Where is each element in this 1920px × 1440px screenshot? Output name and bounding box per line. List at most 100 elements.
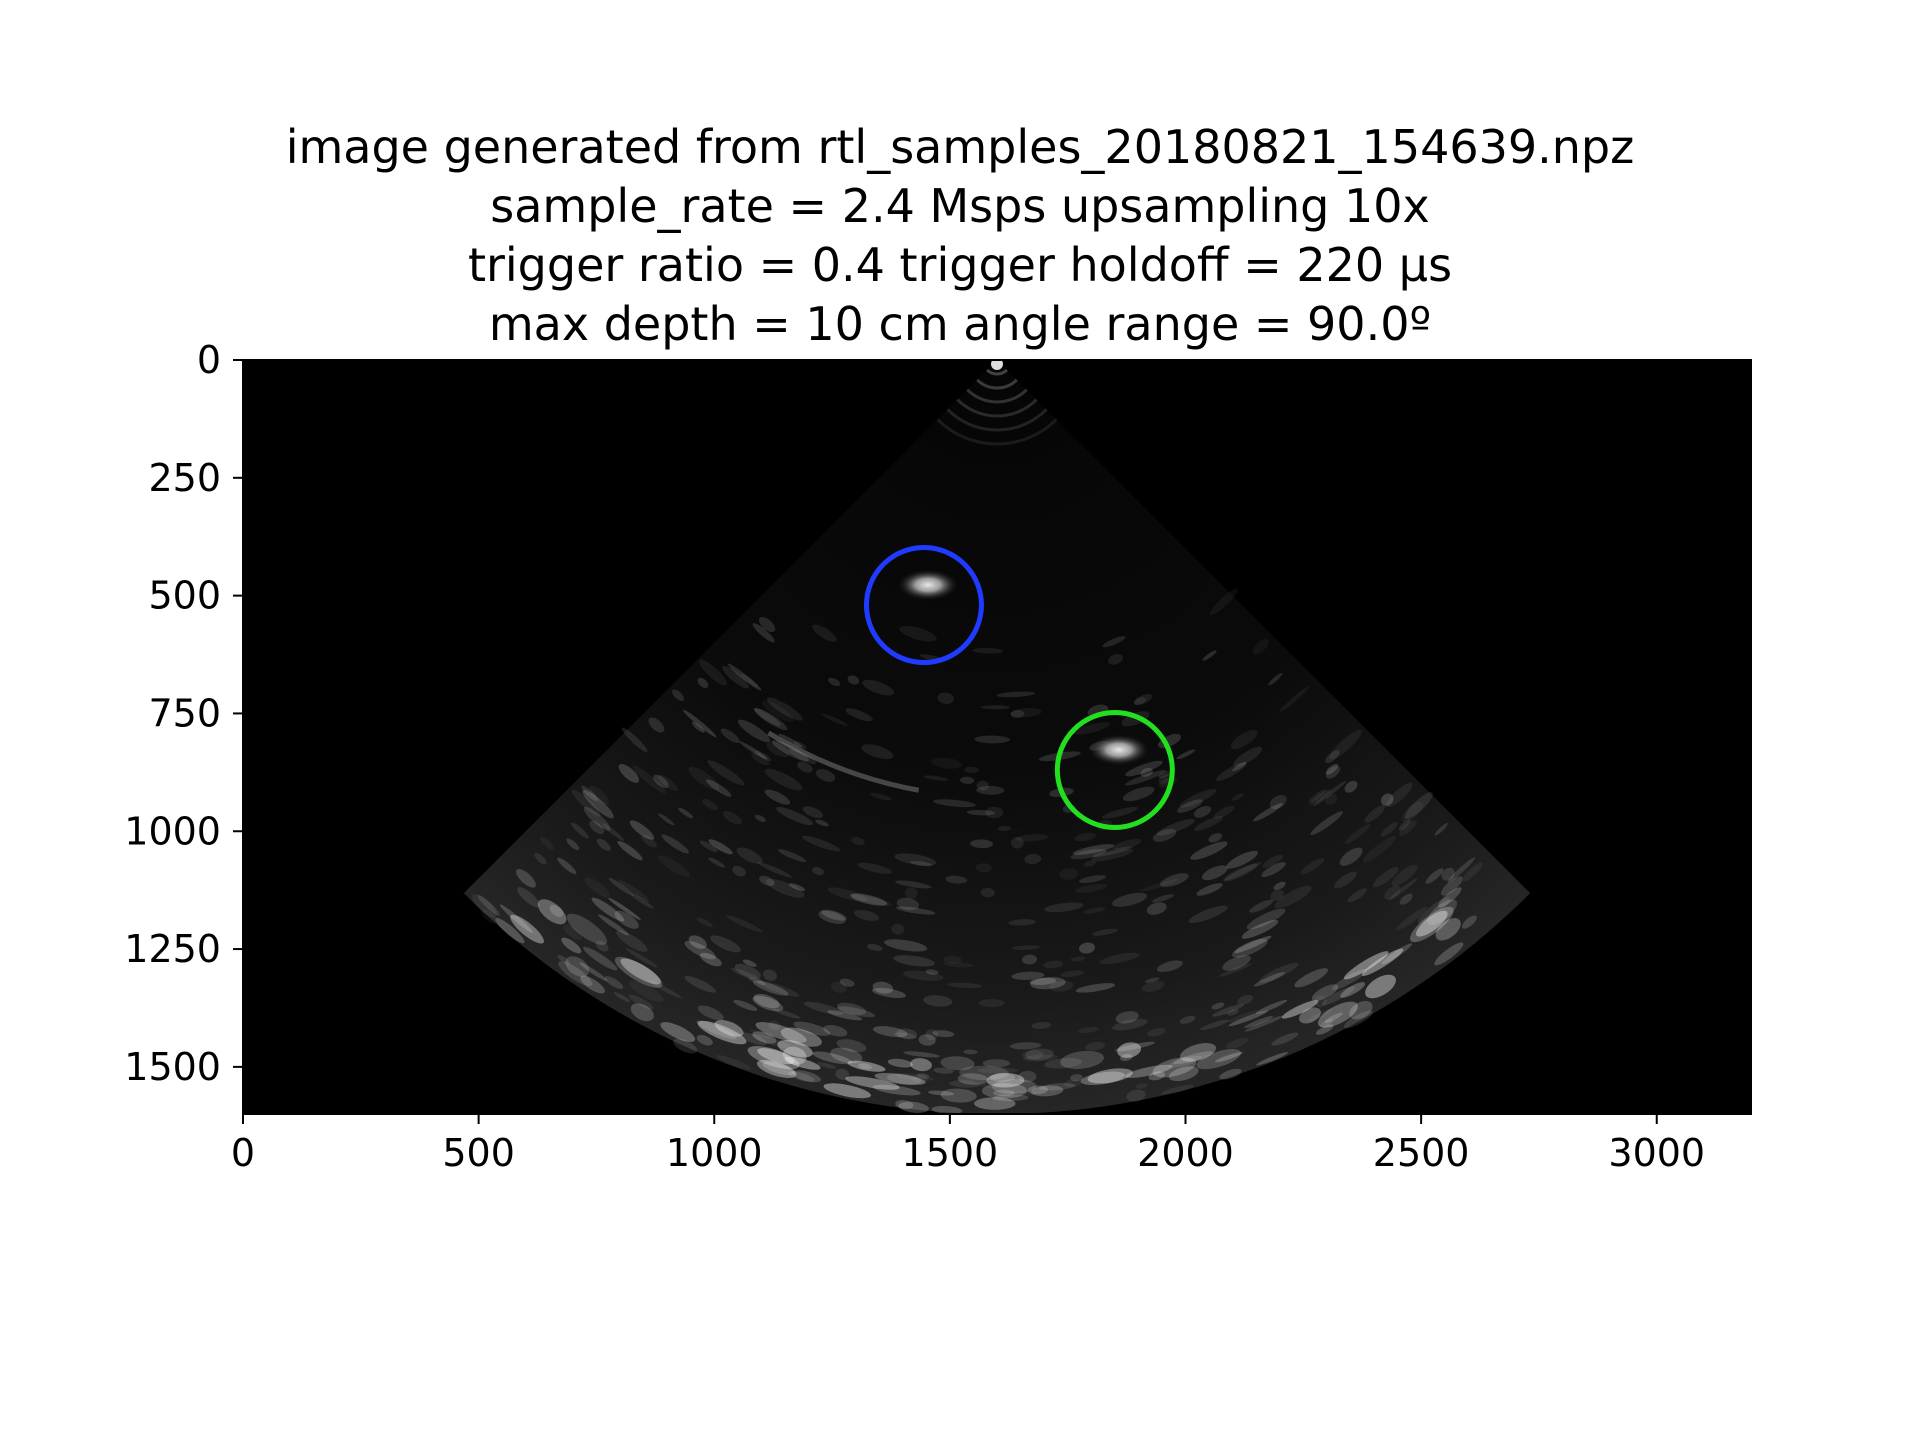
- speckle: [1227, 1009, 1239, 1016]
- speckle: [960, 776, 975, 784]
- speckle: [697, 677, 709, 689]
- title-line-4: max depth = 10 cm angle range = 90.0º: [488, 297, 1432, 351]
- speckle: [1043, 960, 1064, 969]
- speckle: [1252, 638, 1269, 655]
- speckle: [1253, 803, 1283, 822]
- speckle: [1447, 857, 1476, 883]
- speckle: [1139, 879, 1179, 892]
- speckle: [820, 909, 847, 921]
- speckle: [1244, 1015, 1274, 1028]
- speckle: [872, 981, 894, 994]
- speckle: [1077, 1027, 1099, 1034]
- speckle: [753, 707, 781, 727]
- speckle: [754, 750, 772, 762]
- speckle: [1208, 833, 1223, 843]
- speckle: [750, 1029, 773, 1039]
- speckle: [1343, 1010, 1373, 1029]
- echo-band: [756, 1059, 797, 1078]
- speckle: [736, 847, 763, 864]
- speckle: [1255, 999, 1288, 1014]
- speckle: [602, 823, 625, 841]
- speckle: [629, 820, 655, 840]
- blue-circle: [863, 545, 984, 666]
- speckle: [980, 705, 1011, 710]
- speckle: [739, 1032, 768, 1046]
- echo-band: [757, 1048, 795, 1065]
- speckle: [1332, 968, 1368, 990]
- speckle: [1231, 793, 1244, 801]
- speckle: [1179, 1015, 1196, 1024]
- speckle: [893, 955, 935, 967]
- speckle: [1271, 1032, 1299, 1046]
- speckle: [1075, 883, 1107, 893]
- speckle: [910, 860, 933, 867]
- speckle: [688, 766, 720, 791]
- echo-band: [1060, 1050, 1105, 1069]
- speckle: [471, 893, 497, 918]
- speckle: [1270, 889, 1284, 901]
- speckle: [1339, 847, 1363, 866]
- speckle: [957, 1073, 988, 1085]
- echo-band: [660, 1022, 696, 1042]
- speckle: [1244, 1015, 1284, 1032]
- speckle: [1064, 1079, 1082, 1088]
- speckle: [1386, 782, 1413, 808]
- speckle: [818, 910, 846, 924]
- speckle: [1364, 805, 1386, 823]
- title-line-1: image generated from rtl_samples_2018082…: [285, 120, 1635, 174]
- speckle: [539, 836, 554, 850]
- speckle: [566, 838, 580, 851]
- speckle: [762, 1061, 795, 1076]
- x-tick-label: 3000: [1608, 1131, 1705, 1175]
- speckle: [1224, 862, 1262, 881]
- speckle: [754, 814, 766, 823]
- echo-band: [1168, 1066, 1199, 1082]
- markers: [863, 545, 1175, 830]
- speckle: [1324, 1012, 1343, 1023]
- echo-band: [1361, 948, 1404, 976]
- speckle: [1308, 1008, 1333, 1022]
- speckle: [1273, 881, 1286, 891]
- speckle: [1072, 844, 1115, 855]
- speckle: [831, 981, 847, 993]
- echo-band: [887, 1058, 913, 1068]
- speckle: [1151, 894, 1175, 903]
- speckle: [1274, 885, 1312, 909]
- speckle: [949, 1080, 981, 1088]
- speckle: [1228, 1010, 1259, 1023]
- speckle: [758, 980, 800, 997]
- speckle: [1230, 729, 1258, 750]
- speckle: [614, 910, 639, 929]
- speckle: [1125, 760, 1163, 777]
- speckle: [1380, 822, 1398, 837]
- speckle: [661, 834, 689, 854]
- x-tick-label: 2000: [1137, 1131, 1234, 1175]
- speckle: [1078, 875, 1107, 883]
- speckle: [1022, 1054, 1059, 1062]
- speckle: [591, 897, 625, 922]
- speckle: [923, 775, 949, 781]
- speckle: [1308, 789, 1326, 803]
- speckle: [1140, 767, 1153, 777]
- echo-band: [1299, 1007, 1321, 1024]
- speckle: [945, 875, 968, 884]
- speckle: [1344, 780, 1358, 793]
- speckle: [720, 728, 740, 744]
- speckle: [976, 780, 989, 791]
- echo-band: [752, 1031, 777, 1044]
- speckle: [1325, 750, 1340, 764]
- speckle: [1223, 863, 1258, 882]
- speckle: [688, 935, 707, 949]
- speckle: [1016, 834, 1049, 842]
- speckle: [778, 849, 807, 862]
- speckle: [1152, 828, 1177, 842]
- speckle: [557, 954, 570, 965]
- speckle: [1070, 848, 1107, 860]
- apex-ring: [976, 378, 1018, 390]
- speckle: [621, 727, 648, 753]
- speckle: [1259, 962, 1299, 983]
- speckle: [632, 765, 666, 794]
- speckle: [678, 807, 694, 819]
- speckle: [979, 1080, 1008, 1089]
